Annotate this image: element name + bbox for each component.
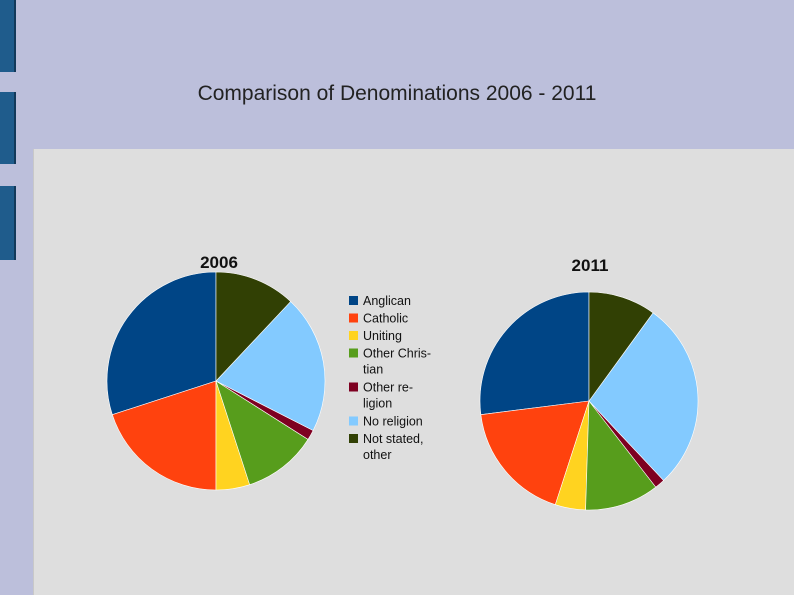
- pie-slice-catholic: [480, 400, 590, 506]
- legend-item-no-religion: No religion: [349, 415, 423, 429]
- legend-item-catholic: Catholic: [349, 312, 408, 326]
- pie-slice-not-stated: [588, 291, 654, 402]
- pie-slice-not-stated: [215, 271, 292, 382]
- pie-slice-anglican: [106, 271, 217, 416]
- legend-item-other-christian: Other Chris-tian: [349, 347, 431, 377]
- legend-item-not-stated: Not stated, other: [349, 432, 423, 462]
- pie-title: 2011: [572, 256, 609, 275]
- decorative-bar: [0, 0, 16, 72]
- decorative-bar: [0, 186, 16, 260]
- chart-panel: 2006 2011 Anglican Catholic Uniting Other Chr…: [33, 149, 794, 595]
- legend-item-anglican: Anglican: [349, 294, 411, 308]
- pie-slice-other-christian: [215, 380, 309, 486]
- pie-chart-2011: 2011: [479, 256, 699, 511]
- legend-label: Other Chris-: [363, 347, 431, 361]
- pie-title: 2006: [200, 253, 238, 272]
- legend-label: ligion: [363, 397, 392, 411]
- slide-title: Comparison of Denominations 2006 - 2011: [197, 82, 597, 105]
- legend-label: tian: [363, 363, 383, 377]
- legend-label: Anglican: [363, 294, 411, 308]
- pie-slice-catholic: [111, 380, 217, 491]
- legend-swatch: [349, 348, 358, 358]
- legend-label: Not stated,: [363, 432, 423, 446]
- legend-label: No religion: [363, 415, 423, 429]
- legend-swatch: [349, 331, 358, 340]
- pie-chart-2006: 2006: [106, 253, 326, 491]
- legend-swatch: [349, 434, 358, 443]
- legend-label: other: [363, 448, 392, 462]
- legend-swatch: [349, 313, 358, 323]
- legend-label: Other re-: [363, 381, 413, 395]
- pie-slice-no-religion: [588, 312, 699, 481]
- pie-slice-anglican: [479, 291, 590, 415]
- pie-slice-no-religion: [215, 301, 326, 431]
- legend-swatch: [349, 296, 358, 305]
- pie-slice-other-christian: [585, 400, 657, 511]
- decorative-bar: [0, 92, 16, 164]
- legend-item-other-religion: Other re-ligion: [349, 381, 413, 411]
- legend-swatch: [349, 416, 358, 426]
- legend-label: Catholic: [363, 312, 408, 326]
- legend-item-uniting: Uniting: [349, 329, 402, 343]
- charts-canvas: 2006 2011 Anglican Catholic Uniting Other Chr…: [106, 253, 699, 511]
- legend-label: Uniting: [363, 329, 402, 343]
- legend-swatch: [349, 382, 358, 392]
